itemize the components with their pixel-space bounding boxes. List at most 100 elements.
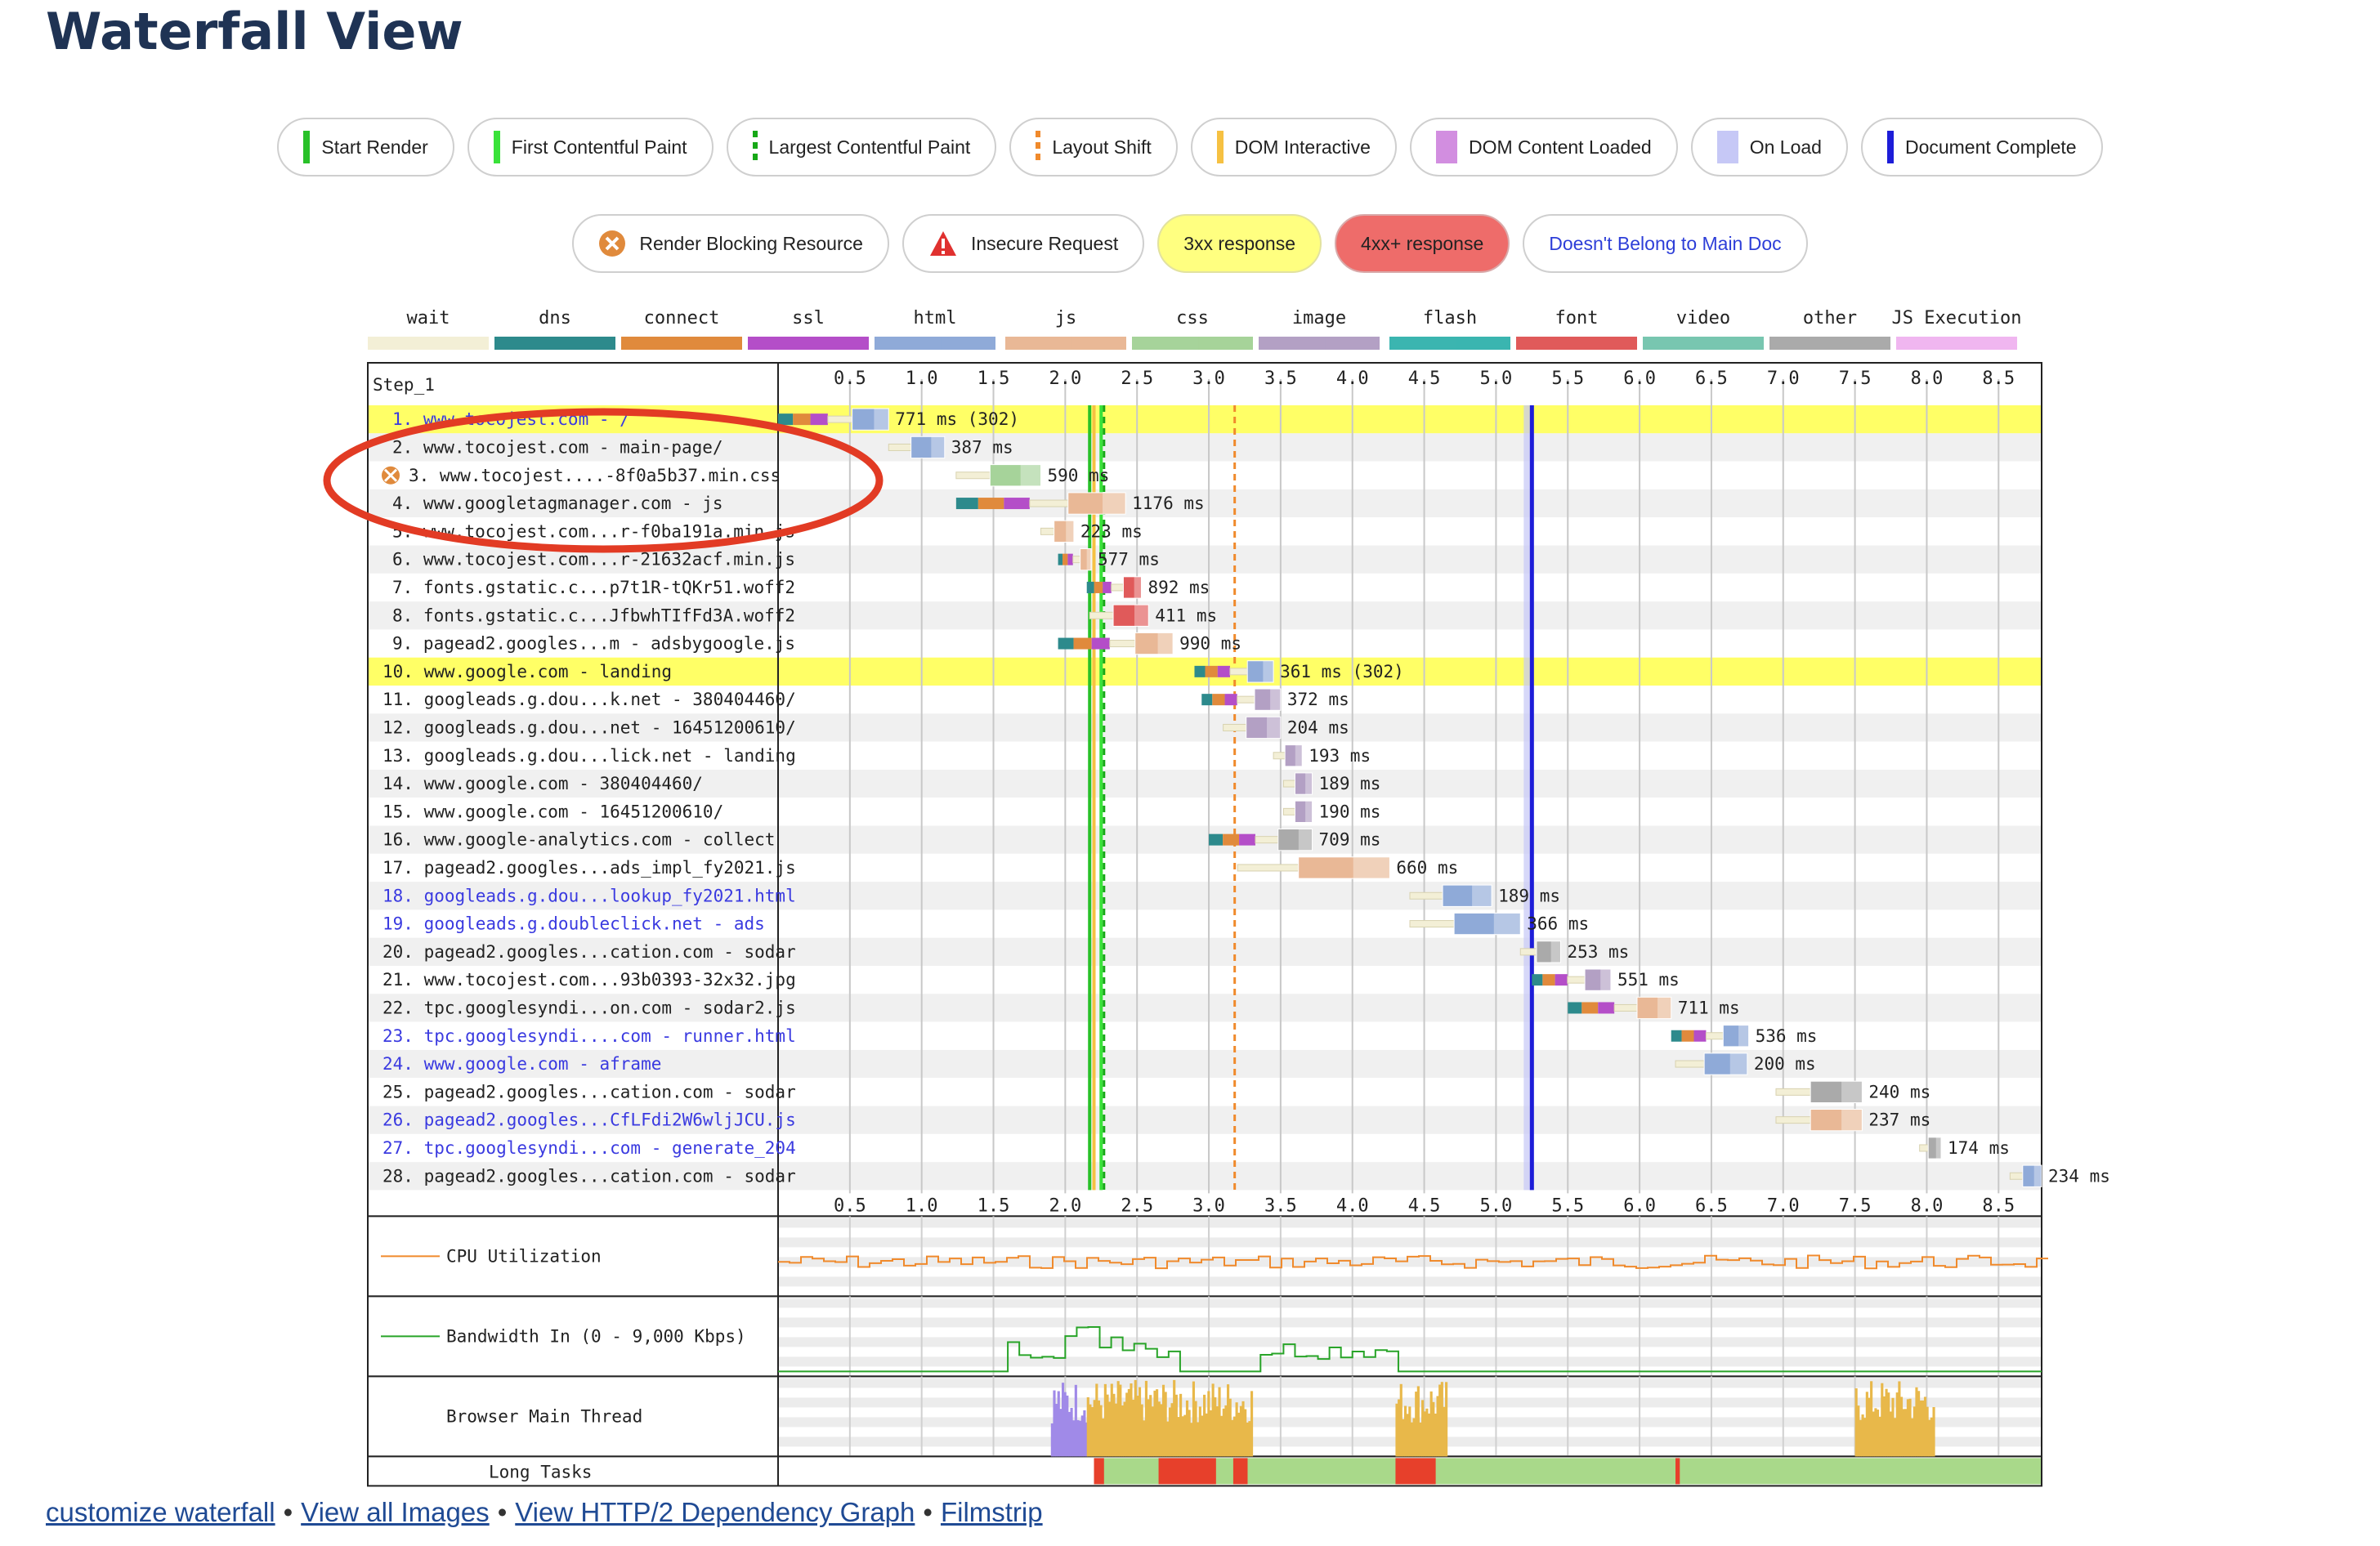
request-label[interactable]: 9. pagead2.googles...m - adsbygoogle.js bbox=[392, 634, 795, 654]
main-thread-bar bbox=[1138, 1387, 1142, 1457]
badge-legend: Render Blocking Resource Insecure Reques… bbox=[0, 214, 2380, 273]
table-row[interactable] bbox=[369, 601, 2041, 630]
legend-document-complete[interactable]: Document Complete bbox=[1860, 118, 2103, 176]
main-thread-bar bbox=[1443, 1406, 1446, 1457]
wait-segment bbox=[1223, 723, 1247, 731]
panel-stripe bbox=[779, 1378, 2041, 1388]
request-label[interactable]: 19. googleads.g.doubleclick.net - ads bbox=[382, 914, 765, 934]
request-label[interactable]: 6. www.tocojest.com...r-21632acf.min.js bbox=[392, 550, 795, 570]
request-label[interactable]: 11. googleads.g.dou...k.net - 380404460/ bbox=[382, 690, 796, 709]
table-row[interactable] bbox=[369, 629, 2041, 658]
request-label[interactable]: 25. pagead2.googles...cation.com - sodar bbox=[382, 1082, 796, 1101]
request-label[interactable]: 1. www.tocojest.com - / bbox=[392, 409, 630, 429]
wait-segment bbox=[1040, 527, 1055, 535]
main-thread-bar bbox=[1070, 1407, 1073, 1457]
request-duration: 372 ms bbox=[1287, 690, 1349, 709]
table-row[interactable] bbox=[369, 994, 2041, 1022]
legend-dom-content-loaded[interactable]: DOM Content Loaded bbox=[1409, 118, 1678, 176]
legend-first-contentful-paint[interactable]: First Contentful Paint bbox=[467, 118, 714, 176]
request-label[interactable]: 3. www.tocojest....-8f0a5b37.min.css bbox=[409, 466, 781, 485]
request-label[interactable]: 22. tpc.googlesyndi...on.com - sodar2.js bbox=[382, 998, 796, 1017]
table-row[interactable] bbox=[369, 853, 2041, 882]
request-label[interactable]: 26. pagead2.googles...CfLFdi2W6wljJCU.js bbox=[382, 1110, 796, 1130]
table-row[interactable] bbox=[369, 1021, 2041, 1050]
download-shade bbox=[1305, 772, 1313, 795]
download-segment bbox=[1284, 744, 1303, 767]
main-thread-bar bbox=[1110, 1383, 1113, 1457]
request-label[interactable]: 5. www.tocojest.com...r-f0ba191a.min.js bbox=[392, 521, 795, 541]
table-row[interactable] bbox=[369, 1133, 2041, 1163]
legend-on-load[interactable]: On Load bbox=[1690, 118, 1848, 176]
download-shade bbox=[931, 436, 945, 458]
long-task-block bbox=[1158, 1458, 1216, 1485]
view-all-images-link[interactable]: View all Images bbox=[301, 1497, 490, 1527]
wait-segment bbox=[888, 443, 912, 451]
request-label[interactable]: 21. www.tocojest.com...93b0393-32x32.jpg bbox=[382, 970, 796, 990]
request-label[interactable]: 10. www.google.com - landing bbox=[382, 662, 672, 681]
main-thread-bar bbox=[1207, 1391, 1210, 1457]
main-thread-bar bbox=[1114, 1403, 1118, 1457]
on-load-band bbox=[1523, 405, 1532, 1191]
request-label[interactable]: 20. pagead2.googles...cation.com - sodar bbox=[382, 942, 796, 962]
connect-segment bbox=[1581, 1002, 1599, 1014]
axis-tick-top: 2.5 bbox=[1121, 369, 1153, 389]
request-label[interactable]: 2. www.tocojest.com - main-page/ bbox=[392, 437, 723, 457]
request-label[interactable]: 17. pagead2.googles...ads_impl_fy2021.js bbox=[382, 858, 796, 878]
legend-insecure-request[interactable]: Insecure Request bbox=[901, 214, 1145, 273]
legend-3xx-response[interactable]: 3xx response bbox=[1157, 214, 1322, 273]
table-row[interactable] bbox=[369, 909, 2041, 938]
request-label[interactable]: 15. www.google.com - 16451200610/ bbox=[382, 802, 723, 821]
download-segment bbox=[1122, 576, 1142, 599]
legend-layout-shift[interactable]: Layout Shift bbox=[1009, 118, 1178, 176]
download-segment bbox=[1298, 856, 1390, 879]
main-thread-bar bbox=[1434, 1413, 1438, 1457]
legend-not-main-doc[interactable]: Doesn't Belong to Main Doc bbox=[1523, 214, 1808, 273]
download-shade bbox=[1298, 829, 1313, 851]
table-row[interactable] bbox=[369, 966, 2041, 994]
request-label[interactable]: 12. googleads.g.dou...net - 16451200610/ bbox=[382, 717, 796, 737]
main-thread-bar bbox=[1911, 1418, 1914, 1457]
request-label[interactable]: 27. tpc.googlesyndi...com - generate_204 bbox=[382, 1138, 796, 1158]
request-label[interactable]: 7. fonts.gstatic.c...p7t1R-tQKr51.woff2 bbox=[392, 578, 795, 597]
table-row[interactable] bbox=[369, 882, 2041, 910]
waterfall-chart[interactable]: wait dns connect ssl html js css image flash font… bbox=[0, 0, 2380, 1495]
http2-dependency-graph-link[interactable]: View HTTP/2 Dependency Graph bbox=[515, 1497, 915, 1527]
table-row[interactable] bbox=[369, 713, 2041, 742]
legend-render-blocking[interactable]: Render Blocking Resource bbox=[572, 214, 889, 273]
legend-dom-interactive[interactable]: DOM Interactive bbox=[1190, 118, 1397, 176]
request-label[interactable]: 28. pagead2.googles...cation.com - sodar bbox=[382, 1166, 796, 1186]
request-label[interactable]: 24. www.google.com - aframe bbox=[382, 1054, 661, 1074]
main-thread-bar bbox=[1076, 1419, 1080, 1457]
connect-segment bbox=[1205, 665, 1218, 677]
dns-segment bbox=[1568, 1002, 1582, 1014]
table-row[interactable] bbox=[369, 769, 2041, 798]
table-row[interactable] bbox=[369, 1162, 2041, 1191]
table-row[interactable] bbox=[369, 937, 2041, 966]
table-row[interactable] bbox=[369, 1078, 2041, 1106]
legend-start-render[interactable]: Start Render bbox=[277, 118, 454, 176]
request-label[interactable]: 4. www.googletagmanager.com - js bbox=[392, 494, 723, 513]
request-label[interactable]: 13. googleads.g.dou...lick.net - landing bbox=[382, 746, 796, 766]
legend-largest-contentful-paint[interactable]: Largest Contentful Paint bbox=[726, 118, 997, 176]
table-row[interactable] bbox=[369, 825, 2041, 854]
request-label[interactable]: 14. www.google.com - 380404460/ bbox=[382, 774, 703, 793]
type-legend-label: JS Execution bbox=[1892, 308, 2022, 328]
type-legend-swatch bbox=[368, 337, 489, 350]
table-row[interactable] bbox=[369, 1049, 2041, 1079]
table-row[interactable] bbox=[369, 798, 2041, 826]
axis-tick-top: 8.0 bbox=[1911, 369, 1944, 389]
main-thread-bar bbox=[1066, 1395, 1069, 1457]
request-label[interactable]: 23. tpc.googlesyndi....com - runner.html bbox=[382, 1026, 796, 1046]
main-thread-bar bbox=[1932, 1407, 1935, 1457]
table-row[interactable] bbox=[369, 741, 2041, 770]
legend-4xx-response[interactable]: 4xx+ response bbox=[1335, 214, 1510, 273]
filmstrip-link[interactable]: Filmstrip bbox=[940, 1497, 1043, 1527]
main-thread-bar bbox=[1173, 1379, 1176, 1457]
request-label[interactable]: 18. googleads.g.dou...lookup_fy2021.html bbox=[382, 886, 796, 905]
request-label[interactable]: 8. fonts.gstatic.c...JfbwhTIfFd3A.woff2 bbox=[392, 605, 795, 625]
axis-tick-bottom: 2.0 bbox=[1049, 1195, 1081, 1216]
table-row[interactable] bbox=[369, 573, 2041, 602]
table-row[interactable] bbox=[369, 1106, 2041, 1134]
customize-waterfall-link[interactable]: customize waterfall bbox=[46, 1497, 275, 1527]
request-label[interactable]: 16. www.google-analytics.com - collect bbox=[382, 830, 775, 850]
